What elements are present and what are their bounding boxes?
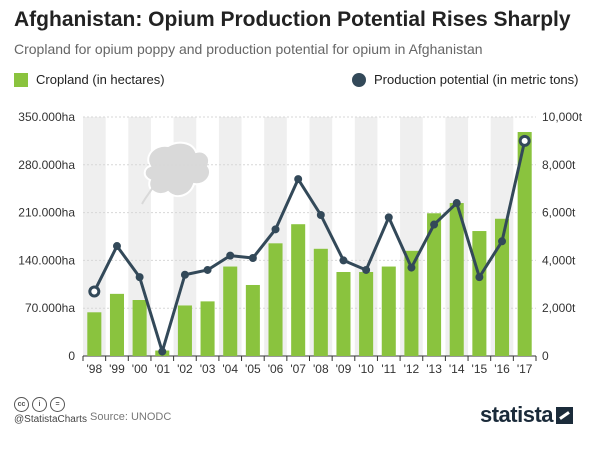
cropland-bar bbox=[223, 266, 238, 356]
afghanistan-map-icon bbox=[141, 141, 212, 205]
production-point bbox=[452, 199, 461, 208]
x-tick-label: '15 bbox=[472, 362, 488, 376]
production-point bbox=[294, 175, 303, 184]
production-point bbox=[384, 213, 393, 222]
production-point bbox=[271, 225, 280, 234]
left-tick-label: 70.000ha bbox=[25, 301, 75, 315]
right-tick-label: 10,000t bbox=[542, 110, 583, 124]
cropland-bar bbox=[472, 231, 487, 356]
no-derivatives-icon: = bbox=[50, 397, 65, 412]
legend-production-label: Production potential (in metric tons) bbox=[374, 72, 579, 87]
cropland-bar bbox=[495, 218, 510, 356]
right-tick-label: 0 bbox=[542, 349, 549, 363]
chart-subtitle: Cropland for opium poppy and production … bbox=[14, 41, 483, 57]
cropland-bar bbox=[177, 305, 192, 356]
x-tick-label: '16 bbox=[494, 362, 510, 376]
x-tick-label: '09 bbox=[336, 362, 352, 376]
license-icons: cc i = bbox=[14, 397, 65, 412]
production-point bbox=[475, 273, 484, 282]
production-point bbox=[180, 270, 189, 279]
x-tick-label: '13 bbox=[426, 362, 442, 376]
source-note: Source: UNODC bbox=[90, 411, 172, 423]
left-tick-label: 140.000ha bbox=[18, 253, 75, 267]
x-tick-label: '03 bbox=[200, 362, 216, 376]
cropland-bar bbox=[427, 213, 442, 356]
cropland-bar bbox=[404, 250, 419, 356]
production-point bbox=[362, 265, 371, 274]
production-point bbox=[430, 220, 439, 229]
brand-text: statista bbox=[480, 402, 554, 427]
x-tick-label: '99 bbox=[109, 362, 125, 376]
right-tick-label: 8,000t bbox=[542, 158, 576, 172]
cropland-bar bbox=[245, 284, 260, 356]
chart-title: Afghanistan: Opium Production Potential … bbox=[14, 8, 571, 31]
x-tick-label: '05 bbox=[245, 362, 261, 376]
production-point bbox=[316, 210, 325, 219]
production-point bbox=[518, 134, 531, 147]
cropland-bar bbox=[359, 272, 374, 356]
left-tick-label: 350.000ha bbox=[18, 110, 75, 124]
production-point bbox=[248, 254, 257, 263]
x-tick-label: '07 bbox=[290, 362, 306, 376]
production-line-path bbox=[92, 140, 527, 354]
left-tick-label: 0 bbox=[68, 349, 75, 363]
cropland-bar bbox=[132, 300, 147, 356]
cropland-bar bbox=[291, 224, 306, 356]
cropland-bar bbox=[336, 272, 351, 356]
production-point bbox=[112, 242, 121, 251]
cc-icon: cc bbox=[14, 397, 29, 412]
production-point bbox=[407, 263, 416, 272]
right-tick-label: 6,000t bbox=[542, 206, 576, 220]
production-point bbox=[88, 285, 101, 298]
legend-production: Production potential (in metric tons) bbox=[352, 72, 578, 87]
x-tick-label: '08 bbox=[313, 362, 329, 376]
cropland-bar bbox=[449, 203, 464, 356]
cropland-bar bbox=[109, 293, 124, 356]
background-band bbox=[83, 117, 106, 356]
x-tick-label: '14 bbox=[449, 362, 465, 376]
cropland-bar bbox=[313, 248, 328, 356]
cropland-bar bbox=[200, 301, 215, 356]
cropland-bars bbox=[87, 132, 532, 356]
production-point bbox=[226, 251, 235, 260]
x-tick-label: '04 bbox=[222, 362, 238, 376]
x-tick-label: '11 bbox=[381, 362, 396, 376]
production-point bbox=[158, 347, 167, 356]
cropland-bar bbox=[268, 243, 283, 356]
left-axis: 0 70.000ha 140.000ha 210.000ha 280.000ha 350.… bbox=[18, 110, 75, 363]
x-tick-label: '06 bbox=[268, 362, 284, 376]
production-point bbox=[498, 237, 507, 246]
production-line bbox=[88, 134, 531, 356]
x-tick-label: '17 bbox=[517, 362, 533, 376]
cropland-bar bbox=[381, 266, 396, 356]
production-point bbox=[135, 273, 144, 282]
right-tick-label: 2,000t bbox=[542, 301, 576, 315]
legend-dot-swatch bbox=[352, 72, 366, 87]
cropland-bar bbox=[517, 132, 532, 356]
x-tick-label: '00 bbox=[132, 362, 148, 376]
legend-cropland-label: Cropland (in hectares) bbox=[36, 72, 165, 87]
x-tick-label: '98 bbox=[87, 362, 103, 376]
left-tick-label: 210.000ha bbox=[18, 206, 75, 220]
production-point bbox=[203, 265, 212, 274]
statista-logo: statista bbox=[480, 402, 574, 428]
legend-cropland: Cropland (in hectares) bbox=[14, 72, 165, 87]
left-tick-label: 280.000ha bbox=[18, 158, 75, 172]
social-handle: @StatistaCharts bbox=[14, 414, 87, 425]
right-axis: 0 2,000t 4,000t 6,000t 8,000t 10,000t bbox=[542, 110, 583, 363]
right-tick-label: 4,000t bbox=[542, 253, 576, 267]
x-tick-label: '01 bbox=[154, 362, 170, 376]
x-tick-label: '02 bbox=[177, 362, 193, 376]
production-point bbox=[339, 256, 348, 265]
cropland-bar bbox=[87, 312, 102, 356]
x-axis: '98 '99 '00 '01 '02 '03 '04 '05 '06 '07 '08 '09 '10 '… bbox=[82, 356, 537, 376]
x-tick-label: '12 bbox=[404, 362, 420, 376]
legend-bar-swatch bbox=[14, 72, 28, 87]
attribution-icon: i bbox=[32, 397, 47, 412]
x-tick-label: '10 bbox=[358, 362, 374, 376]
brand-mark-icon bbox=[556, 406, 574, 424]
